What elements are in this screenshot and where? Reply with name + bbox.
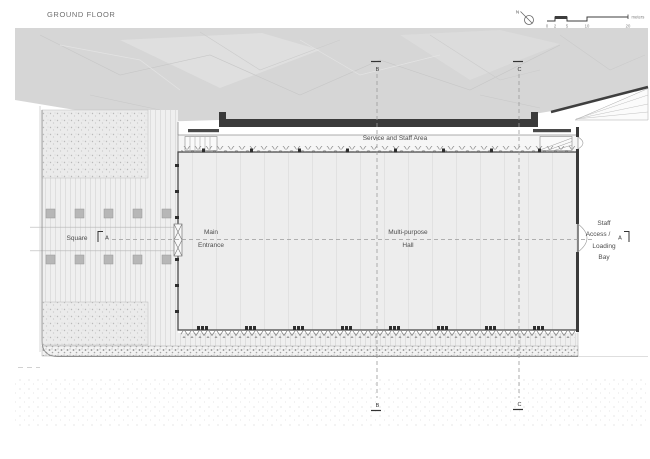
- terrain-crease-line: [559, 34, 646, 71]
- planter-square: [45, 254, 56, 265]
- terrain-crease-line: [89, 94, 161, 111]
- north-indicator: N: [516, 10, 534, 25]
- staff-access-label-line3: Loading: [592, 242, 616, 250]
- loading-ramp: [550, 85, 649, 121]
- scale-tick: 20: [626, 24, 631, 29]
- terrain-crease-line: [199, 31, 341, 71]
- north-needle: [520, 11, 533, 24]
- terrain-crease-line: [429, 34, 541, 81]
- staff-access-label-line1: Staff: [597, 220, 611, 227]
- main-entrance-doors: [173, 223, 183, 257]
- section-marker-b-top: B: [376, 67, 380, 73]
- staff-access-label-line4: Bay: [598, 253, 610, 261]
- service-door-swing: [577, 136, 584, 150]
- ramp-line: [575, 111, 649, 120]
- service-area-label: Service and Staff Area: [362, 135, 428, 142]
- square-plaza: [30, 106, 178, 356]
- shrub-row: [41, 345, 579, 357]
- planter-square: [103, 208, 114, 219]
- main-entrance-label-line2: Entrance: [197, 241, 225, 249]
- square-label: Square: [66, 234, 88, 242]
- rear-wall-wing: [188, 129, 219, 133]
- ramp-line: [575, 103, 649, 120]
- hall-label-line2: Hall: [402, 241, 414, 249]
- scale-bar: 0 2 5 10 20 meters: [546, 14, 645, 29]
- north-circle: [524, 15, 534, 25]
- site-boundary: [41, 110, 578, 357]
- section-marker-c-bottom: C: [518, 402, 522, 408]
- east-wall: [576, 127, 588, 332]
- loading-door-swing: [577, 223, 588, 253]
- scale-tick: 0: [546, 24, 549, 29]
- hall-label-line1: Multi-purpose: [388, 228, 428, 236]
- terrain-highlight: [120, 33, 320, 88]
- retaining-wall: [550, 85, 649, 114]
- rear-wall-wing: [533, 129, 571, 133]
- section-marker-c-top: C: [518, 67, 522, 73]
- section-marker-b-bottom: B: [376, 403, 380, 409]
- north-label: N: [516, 10, 519, 15]
- section-lines: [112, 74, 593, 398]
- terrain-crease-line: [479, 94, 541, 109]
- planter-grid: [45, 208, 172, 265]
- planter-square: [161, 254, 172, 265]
- scale-unit: meters: [632, 15, 645, 20]
- staff-access-label-line2: Access /: [585, 231, 611, 239]
- planter-square: [45, 208, 56, 219]
- gravel-area-bottom: [41, 301, 149, 346]
- entrance-frame: [173, 223, 183, 257]
- landscaping: [15, 110, 648, 428]
- drawing-title: GROUND FLOOR: [47, 10, 116, 19]
- main-entrance-label-line1: Main: [203, 228, 219, 236]
- terrain-crease-line: [39, 34, 561, 96]
- planter-square: [132, 208, 143, 219]
- rear-wall-stub: [219, 112, 226, 127]
- planter-square: [74, 208, 85, 219]
- gravel-verge: [15, 378, 648, 428]
- planter-square: [161, 208, 172, 219]
- rear-wall: [225, 119, 532, 127]
- gravel-area-top: [41, 109, 149, 179]
- planter-square: [74, 254, 85, 265]
- ramp-line: [575, 94, 649, 120]
- planter-square: [103, 254, 114, 265]
- multipurpose-hall-floor: [177, 151, 579, 331]
- terrain-crease-line: [59, 44, 181, 91]
- south-wall-folding-doors: [181, 331, 575, 338]
- building: [173, 112, 588, 338]
- terrain-crease-line: [299, 39, 441, 76]
- scale-tick: 2: [554, 24, 557, 29]
- entrance-glazing: [173, 223, 183, 257]
- north-wall-door-arcs: [181, 146, 575, 152]
- scale-tick: 10: [585, 24, 590, 29]
- stair-treads: [189, 137, 211, 150]
- section-marker-bracket: [624, 231, 630, 242]
- section-markers: B C B C A A: [97, 60, 630, 412]
- planter-square: [132, 254, 143, 265]
- terrain-highlight: [400, 30, 560, 80]
- scale-tick: 5: [566, 24, 569, 29]
- section-marker-a-left: A: [105, 236, 109, 242]
- section-marker-a-right: A: [618, 236, 622, 242]
- rear-wall-stub: [531, 112, 538, 127]
- terrain-area: [15, 28, 648, 122]
- terrain-mountain: [15, 28, 648, 122]
- section-marker-bracket: [97, 231, 103, 242]
